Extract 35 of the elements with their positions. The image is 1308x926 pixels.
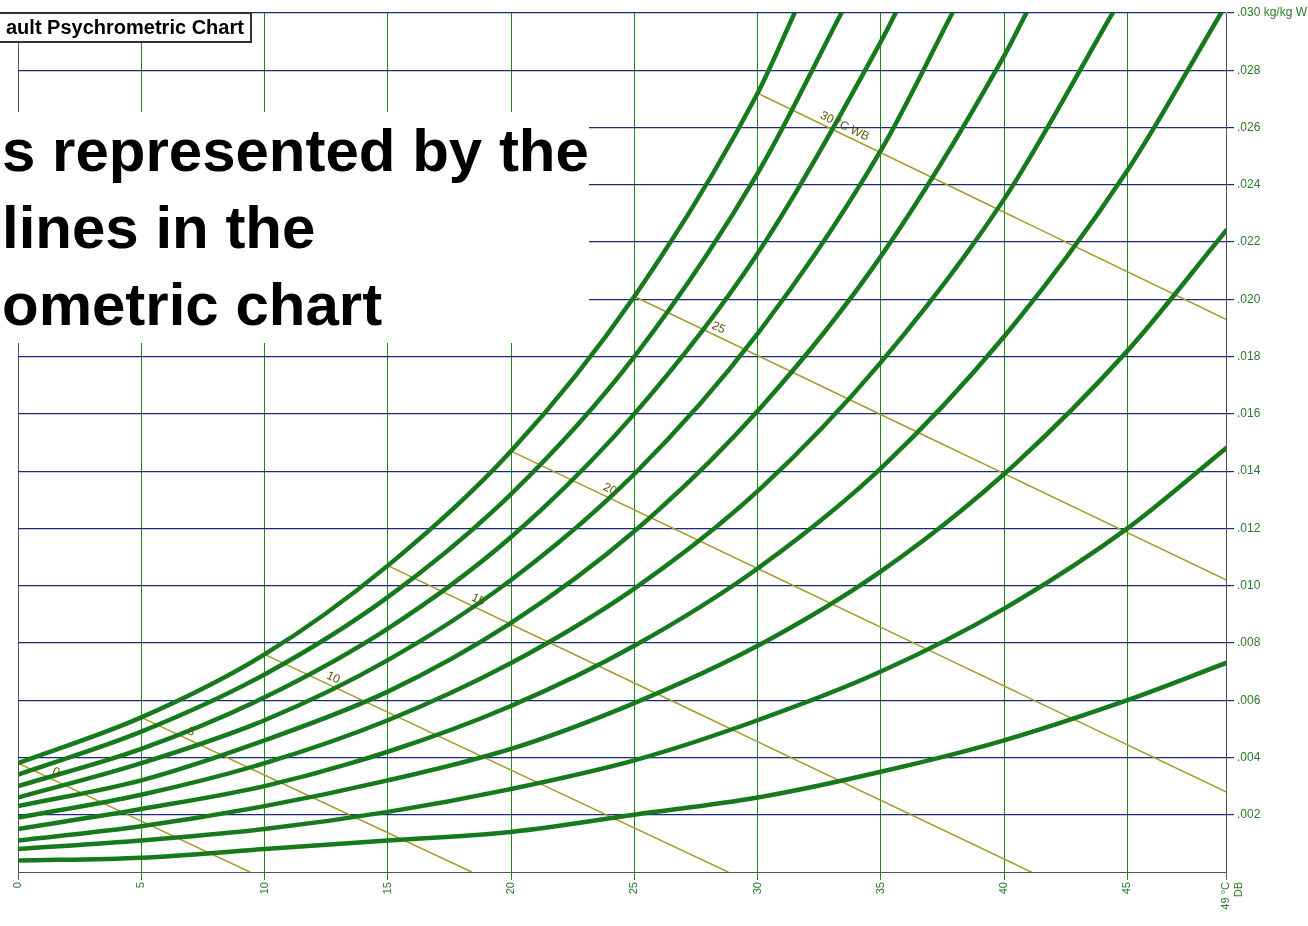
text: 10 <box>324 668 343 687</box>
y-tick-label: .020 <box>1237 291 1261 306</box>
y-tick-label: .030 kg/kg W <box>1237 5 1308 20</box>
y-tick-label: .014 <box>1237 463 1261 478</box>
text: s represented by the lines in the ometric chart <box>2 112 589 343</box>
y-tick-label: .008 <box>1237 635 1261 650</box>
y-tick-label: .004 <box>1237 749 1261 764</box>
y-tick-label: .026 <box>1237 119 1261 134</box>
x-tick-label: 5 <box>134 882 147 889</box>
y-tick-label: .022 <box>1237 234 1261 249</box>
y-tick-label: .024 <box>1237 177 1261 192</box>
y-tick-label: .010 <box>1237 577 1261 592</box>
y-tick-label: .006 <box>1237 692 1261 707</box>
y-tick-label: .012 <box>1237 520 1261 535</box>
y-tick-label: .018 <box>1237 348 1261 363</box>
x-tick-label: 49 °C DB <box>1219 881 1245 910</box>
x-tick-label: 0 <box>11 882 24 889</box>
text: 0 <box>50 763 63 780</box>
x-tick-label: 10 <box>257 882 270 895</box>
y-tick-label: .016 <box>1237 406 1261 421</box>
y-tick-label: .028 <box>1237 62 1261 77</box>
x-tick-label: 20 <box>504 882 517 895</box>
y-tick-label: .002 <box>1237 807 1261 822</box>
x-tick-label: 15 <box>380 882 393 895</box>
text: 5 <box>185 723 198 740</box>
x-tick-label: 35 <box>873 882 886 895</box>
x-tick-label: 40 <box>997 882 1010 895</box>
x-tick-label: 30 <box>750 882 763 895</box>
x-tick-label: 45 <box>1120 882 1133 895</box>
text: 25 <box>709 318 729 337</box>
text: 30 °C WB <box>818 107 872 144</box>
x-tick-label: 25 <box>627 882 640 895</box>
text: 20 <box>601 479 620 499</box>
text: 15 <box>469 589 488 609</box>
chart-title: ault Psychrometric Chart <box>0 12 252 43</box>
